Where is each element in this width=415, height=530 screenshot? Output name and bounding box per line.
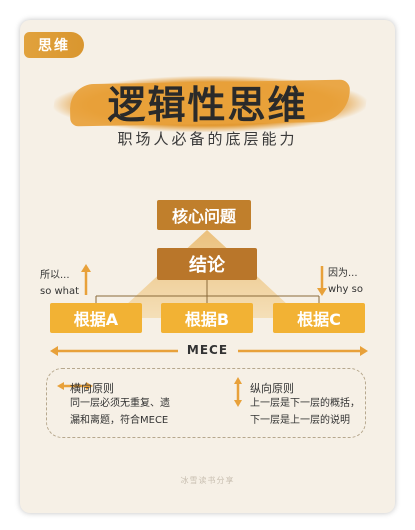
connector-lines: [50, 264, 368, 407]
horizontal-principle-line-1: 同一层必须无重复、遗: [70, 398, 170, 409]
conclusion-box: 结论: [157, 248, 257, 280]
mece-label: MECE: [186, 343, 229, 357]
horizontal-principle-line-2: 漏和离题，符合MECE: [70, 415, 169, 426]
legend-box: [46, 368, 366, 438]
vertical-principle-line-1: 上一层是下一层的概括，: [250, 398, 360, 409]
poster-title: 逻辑性思维: [107, 82, 308, 127]
category-tag: 思维: [24, 32, 84, 58]
vertical-principle-text: 上一层是下一层的概括， 下一层是上一层的说明: [250, 395, 360, 429]
so-what-label: 所以... so what: [40, 268, 79, 300]
poster-subtitle: 职场人必备的底层能力: [117, 130, 298, 148]
basis-box-a: 根据A: [50, 303, 142, 333]
why-so-label-cn: 因为...: [328, 268, 358, 279]
so-what-label-en: so what: [40, 286, 80, 297]
vertical-principle-line-2: 下一层是上一层的说明: [250, 415, 350, 426]
why-so-label-en: why so: [328, 284, 363, 295]
basis-box-b: 根据B: [161, 303, 253, 333]
horizontal-principle-text: 同一层必须无重复、遗 漏和离题，符合MECE: [70, 395, 170, 429]
horizontal-principle-title: 横向原则: [70, 382, 114, 395]
so-what-label-cn: 所以...: [40, 270, 70, 281]
vertical-principle-title: 纵向原则: [250, 382, 294, 395]
poster-card: 思维 逻辑性思维 职场人必备的底层能力: [20, 20, 395, 513]
why-so-label: 因为... why so: [328, 266, 363, 298]
watermark-footer: 冰雪读书分享: [180, 476, 235, 485]
basis-box-c: 根据C: [273, 303, 365, 333]
core-question-box: 核心问题: [157, 200, 251, 230]
